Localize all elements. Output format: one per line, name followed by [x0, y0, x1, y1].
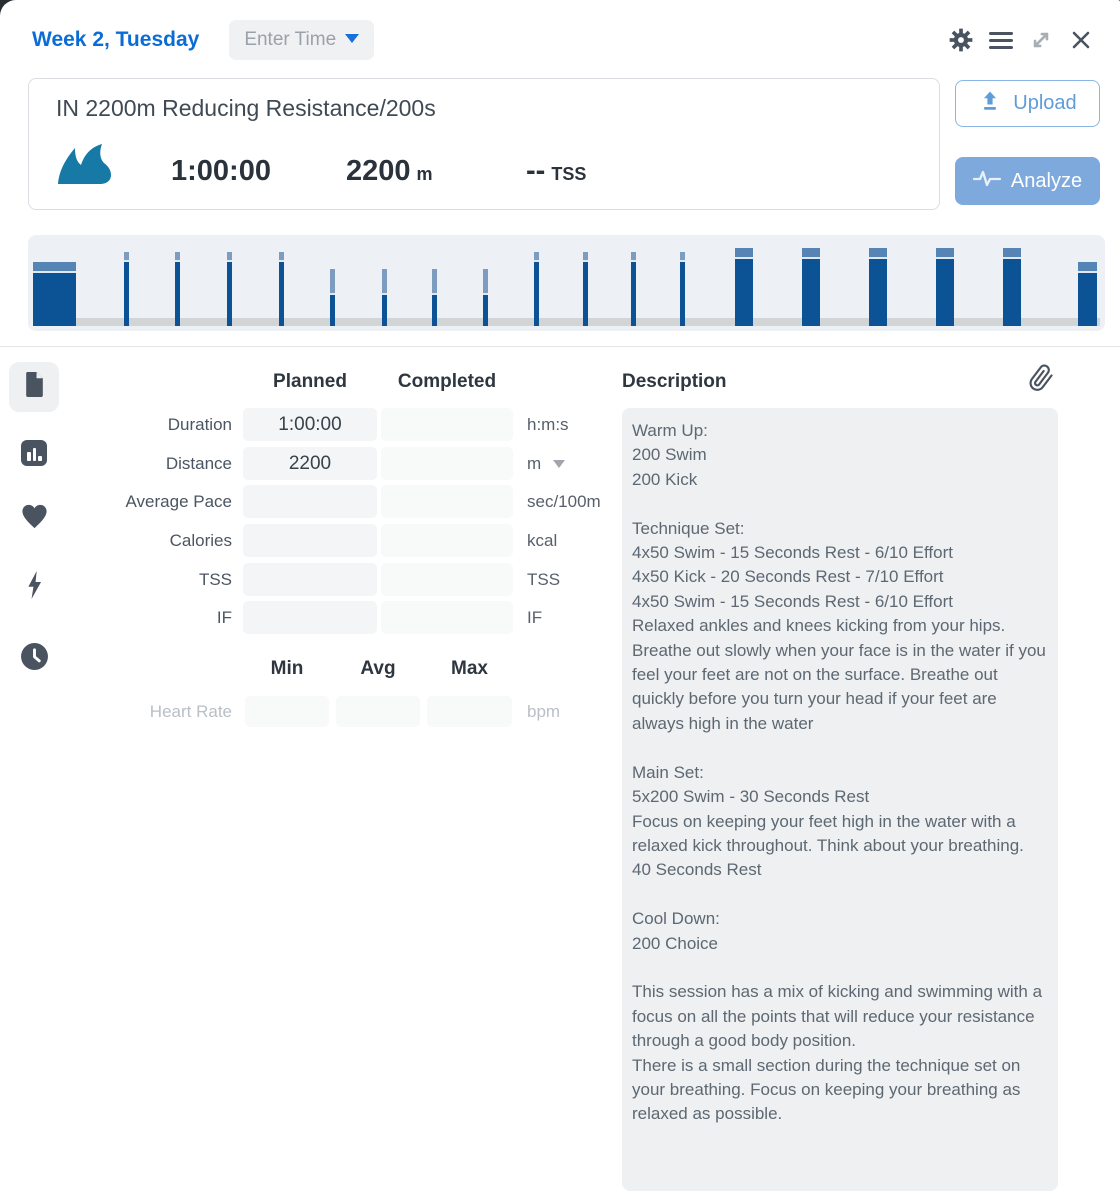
description-header: Description	[622, 371, 727, 392]
upload-button[interactable]: Upload	[955, 80, 1100, 127]
heart-icon	[19, 502, 50, 535]
row-unit-calories: kcal	[527, 530, 558, 550]
unit-dropdown-caret-icon[interactable]	[553, 460, 566, 469]
workout-summary-card: IN 2200m Reducing Resistance/200s 1:00:0…	[28, 78, 940, 210]
planned-input-calories[interactable]	[243, 523, 377, 557]
workout-interval-bar	[227, 252, 232, 326]
planned-column-header: Planned	[273, 371, 347, 392]
date-title: Week 2, Tuesday	[32, 28, 200, 51]
workout-interval-bar	[1003, 248, 1021, 326]
workout-interval-bar	[382, 269, 387, 326]
tss-unit: TSS	[551, 164, 587, 184]
workout-interval-bar	[432, 269, 437, 326]
distance-value: 2200	[346, 155, 411, 187]
row-label-calories: Calories	[169, 530, 232, 550]
header-actions	[948, 27, 1094, 53]
section-divider	[0, 346, 1120, 347]
detail-tabs-sidebar	[8, 362, 60, 676]
workout-interval-bar	[680, 252, 685, 326]
planned-input-average-pace[interactable]	[243, 485, 377, 519]
workout-interval-bar	[735, 248, 753, 326]
bar-chart-icon	[21, 440, 47, 466]
document-icon	[23, 371, 46, 403]
menu-icon[interactable]	[988, 27, 1014, 53]
planned-input-tss[interactable]	[243, 562, 377, 596]
max-column-header: Max	[451, 658, 488, 679]
row-label-distance: Distance	[165, 453, 232, 473]
workout-interval-bar	[1078, 262, 1097, 326]
workout-structure-graph[interactable]	[28, 235, 1105, 331]
workout-title: IN 2200m Reducing Resistance/200s	[56, 95, 436, 121]
row-unit-if: IF	[527, 608, 543, 628]
sidebar-item-summary[interactable]	[9, 362, 59, 412]
planned-distance-stat: 2200 m	[346, 155, 433, 188]
workout-interval-bar	[936, 248, 954, 326]
row-unit-average-pace: sec/100m	[527, 492, 601, 512]
upload-label: Upload	[1013, 92, 1077, 114]
planned-input-distance[interactable]: 2200	[243, 446, 377, 480]
planned-input-duration[interactable]: 1:00:00	[243, 408, 377, 441]
workout-interval-bar	[175, 252, 180, 326]
header-bar: Week 2, Tuesday Enter Time	[32, 18, 1094, 62]
completed-input-tss[interactable]	[381, 562, 513, 596]
workout-interval-bar	[869, 248, 887, 326]
row-unit-duration: h:m:s	[527, 415, 569, 434]
tss-value: --	[526, 155, 546, 187]
min-column-header: Min	[270, 658, 304, 679]
gear-icon[interactable]	[948, 27, 974, 53]
workout-interval-bar	[631, 252, 636, 326]
planned-tss-stat: -- TSS	[526, 155, 586, 188]
completed-column-header: Completed	[397, 371, 497, 392]
swim-wave-icon	[55, 141, 113, 190]
row-label-if: IF	[216, 608, 232, 628]
completed-input-calories[interactable]	[381, 523, 513, 557]
workout-interval-bar	[583, 252, 588, 326]
workout-interval-bar	[279, 252, 284, 326]
heart-rate-max-input[interactable]	[427, 696, 512, 727]
completed-input-average-pace[interactable]	[381, 485, 513, 519]
completed-input-if[interactable]	[381, 601, 513, 635]
paperclip-icon[interactable]	[1026, 362, 1057, 398]
description-textarea[interactable]: Warm Up: 200 Swim 200 Kick Technique Set…	[622, 408, 1058, 1191]
lightning-icon	[24, 569, 45, 606]
expand-icon[interactable]	[1028, 27, 1054, 53]
row-label-tss: TSS	[198, 569, 232, 589]
heart-rate-min-input[interactable]	[245, 696, 329, 727]
workout-interval-bar	[534, 252, 539, 326]
workout-details-form: Planned Completed Duration 1:00:00 h:m:s Di…	[0, 347, 620, 1204]
pulse-icon	[972, 168, 1002, 194]
sidebar-item-time[interactable]	[20, 642, 49, 676]
row-label-average-pace: Average Pace	[125, 492, 232, 512]
enter-time-label: Enter Time	[244, 29, 337, 50]
enter-time-dropdown[interactable]: Enter Time	[229, 20, 375, 60]
analyze-label: Analyze	[1010, 169, 1083, 192]
analyze-button[interactable]: Analyze	[955, 157, 1100, 205]
workout-interval-bar	[124, 252, 129, 326]
workout-interval-bar	[330, 269, 335, 326]
row-label-duration: Duration	[167, 415, 232, 434]
upload-icon	[978, 89, 1002, 119]
workout-interval-bar	[802, 248, 820, 326]
distance-unit: m	[416, 164, 433, 184]
planned-duration-stat: 1:00:00	[171, 155, 271, 187]
avg-column-header: Avg	[360, 658, 396, 679]
workout-interval-bar	[483, 269, 488, 326]
graph-baseline	[33, 318, 1100, 326]
sidebar-item-charts[interactable]	[21, 440, 47, 466]
completed-input-duration[interactable]	[381, 408, 513, 441]
heart-rate-avg-input[interactable]	[336, 696, 420, 727]
row-label-heart-rate: Heart Rate	[149, 702, 232, 721]
sidebar-item-heart-rate[interactable]	[19, 502, 50, 535]
row-unit-distance: m	[527, 447, 566, 480]
clock-icon	[20, 642, 49, 676]
row-unit-heart-rate: bpm	[527, 702, 561, 721]
sidebar-item-power[interactable]	[24, 569, 45, 606]
planned-input-if[interactable]	[243, 601, 377, 635]
chevron-down-icon	[345, 34, 360, 43]
completed-input-distance[interactable]	[381, 446, 513, 480]
row-unit-tss: TSS	[527, 569, 561, 589]
workout-interval-bar	[33, 262, 76, 326]
close-icon[interactable]	[1068, 27, 1094, 53]
